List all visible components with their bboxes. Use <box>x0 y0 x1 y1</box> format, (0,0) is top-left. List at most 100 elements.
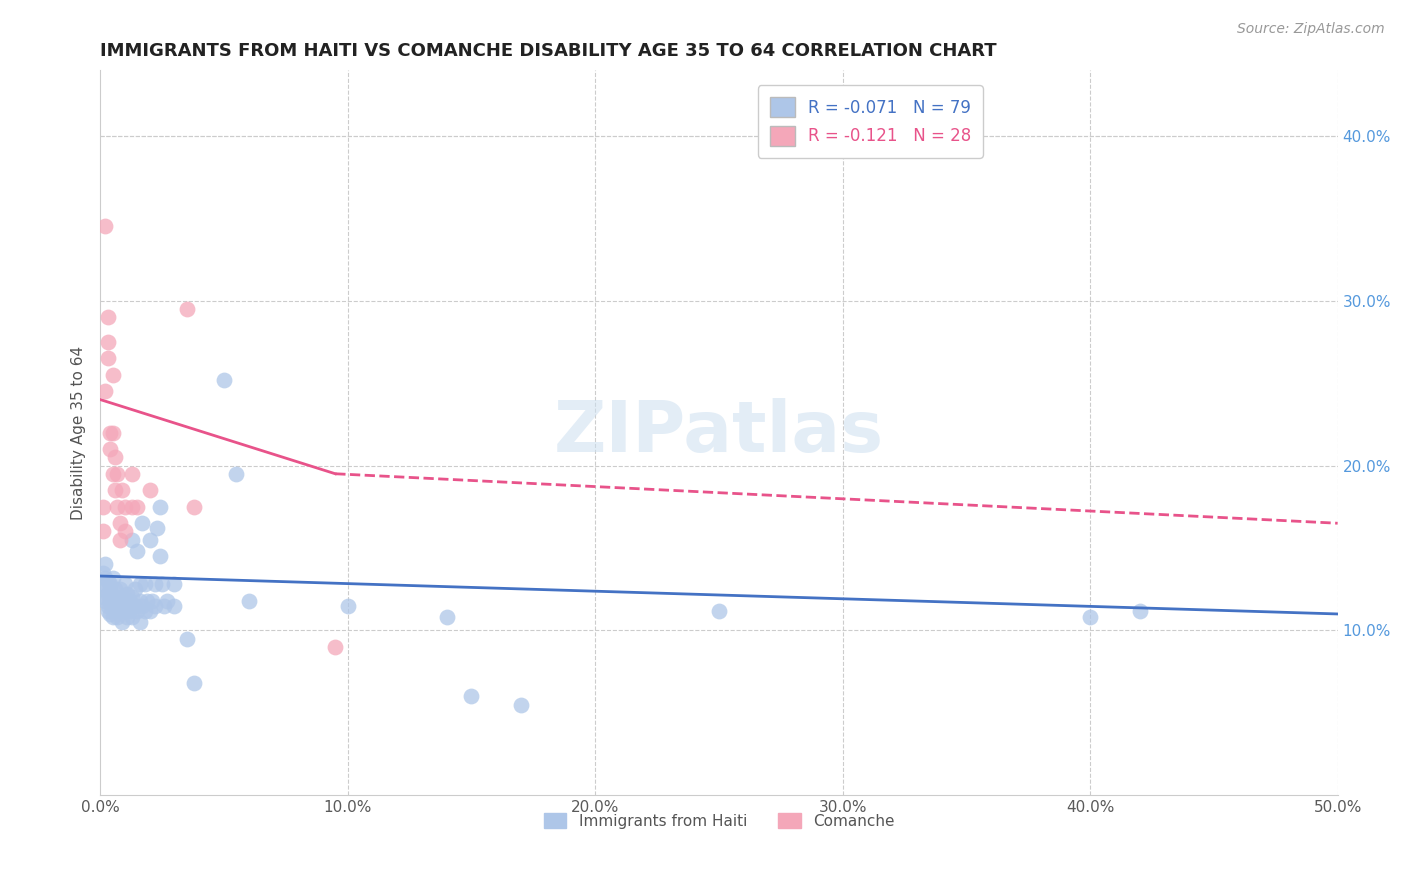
Point <box>98 577 121 591</box>
Point <box>104 582 127 597</box>
Point <box>91 500 114 514</box>
Point <box>104 483 127 498</box>
Point <box>94 219 117 234</box>
Point <box>138 533 160 547</box>
Point <box>96 334 118 349</box>
Point <box>107 500 129 514</box>
Point <box>143 599 166 613</box>
Point <box>121 500 143 514</box>
Point <box>94 571 117 585</box>
Point <box>108 594 131 608</box>
Point <box>336 599 359 613</box>
Point <box>114 524 136 539</box>
Point <box>509 698 531 712</box>
Point <box>114 594 136 608</box>
Point <box>143 577 166 591</box>
Point <box>148 549 170 564</box>
Point <box>136 594 159 608</box>
Point <box>98 425 121 440</box>
Point <box>121 610 143 624</box>
Point <box>128 594 150 608</box>
Point <box>156 594 179 608</box>
Point <box>94 582 117 597</box>
Point <box>117 610 139 624</box>
Point <box>118 604 141 618</box>
Legend: Immigrants from Haiti, Comanche: Immigrants from Haiti, Comanche <box>537 806 900 835</box>
Point <box>98 442 121 456</box>
Point <box>1129 604 1152 618</box>
Point <box>101 571 124 585</box>
Point <box>94 558 117 572</box>
Point <box>111 483 134 498</box>
Point <box>107 591 129 605</box>
Point <box>98 594 121 608</box>
Point <box>117 587 139 601</box>
Point <box>104 604 127 618</box>
Point <box>176 632 198 646</box>
Point <box>150 577 173 591</box>
Point <box>146 521 169 535</box>
Point <box>98 607 121 621</box>
Point <box>141 594 163 608</box>
Point <box>114 604 136 618</box>
Point <box>121 591 143 605</box>
Point <box>124 582 146 597</box>
Point <box>134 604 156 618</box>
Point <box>121 467 143 481</box>
Point <box>1078 610 1101 624</box>
Point <box>225 467 247 481</box>
Point <box>114 577 136 591</box>
Text: Source: ZipAtlas.com: Source: ZipAtlas.com <box>1237 22 1385 37</box>
Point <box>163 599 186 613</box>
Point <box>108 533 131 547</box>
Point <box>94 594 117 608</box>
Point <box>96 599 118 613</box>
Point <box>104 450 127 465</box>
Point <box>96 604 118 618</box>
Point <box>238 594 260 608</box>
Point <box>107 599 129 613</box>
Point <box>98 582 121 597</box>
Point <box>91 524 114 539</box>
Point <box>131 516 153 531</box>
Point <box>107 610 129 624</box>
Point <box>212 373 235 387</box>
Point <box>134 577 156 591</box>
Point <box>118 594 141 608</box>
Point <box>176 301 198 316</box>
Point <box>96 574 118 588</box>
Point <box>138 604 160 618</box>
Point <box>108 604 131 618</box>
Y-axis label: Disability Age 35 to 64: Disability Age 35 to 64 <box>72 345 86 519</box>
Point <box>111 591 134 605</box>
Point <box>138 483 160 498</box>
Point <box>183 500 205 514</box>
Point <box>111 615 134 630</box>
Point <box>91 591 114 605</box>
Point <box>117 599 139 613</box>
Point <box>107 467 129 481</box>
Point <box>183 676 205 690</box>
Point <box>128 577 150 591</box>
Point <box>163 577 186 591</box>
Point <box>101 368 124 382</box>
Text: ZIPatlas: ZIPatlas <box>554 398 884 467</box>
Point <box>91 566 114 580</box>
Point <box>460 690 482 704</box>
Point <box>124 599 146 613</box>
Point <box>94 384 117 399</box>
Point <box>91 577 114 591</box>
Point <box>108 516 131 531</box>
Point <box>96 587 118 601</box>
Point <box>108 582 131 597</box>
Point <box>127 500 149 514</box>
Point <box>101 467 124 481</box>
Point <box>101 599 124 613</box>
Point <box>128 615 150 630</box>
Point <box>436 610 458 624</box>
Point <box>121 533 143 547</box>
Point <box>323 640 346 654</box>
Point <box>707 604 730 618</box>
Text: IMMIGRANTS FROM HAITI VS COMANCHE DISABILITY AGE 35 TO 64 CORRELATION CHART: IMMIGRANTS FROM HAITI VS COMANCHE DISABI… <box>100 42 997 60</box>
Point <box>96 310 118 324</box>
